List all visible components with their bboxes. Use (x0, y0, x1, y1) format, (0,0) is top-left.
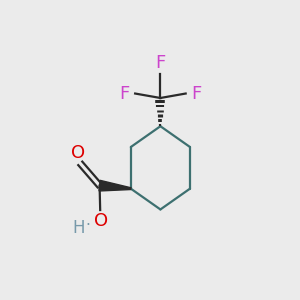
Text: F: F (191, 85, 201, 103)
Text: ·: · (85, 218, 91, 233)
Text: F: F (119, 85, 130, 103)
Text: O: O (94, 212, 108, 230)
Polygon shape (99, 180, 131, 191)
Text: F: F (155, 54, 166, 72)
Text: H: H (72, 219, 85, 237)
Text: O: O (71, 144, 85, 162)
